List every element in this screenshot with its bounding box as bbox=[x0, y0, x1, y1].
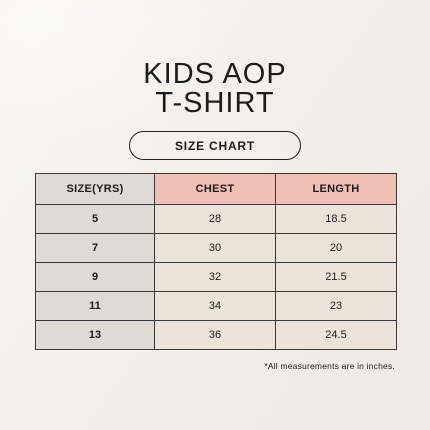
header-size: SIZE(YRS) bbox=[35, 173, 155, 205]
length-cell: 23 bbox=[275, 291, 397, 321]
chest-cell: 34 bbox=[154, 291, 276, 321]
size-chart-badge: SIZE CHART bbox=[129, 131, 301, 160]
size-cell: 9 bbox=[35, 262, 155, 292]
title-line-2: T-SHIRT bbox=[155, 87, 275, 119]
chest-cell: 30 bbox=[154, 233, 276, 263]
size-cell: 13 bbox=[35, 320, 155, 350]
table-row: 5 28 18.5 bbox=[35, 204, 397, 234]
size-cell: 5 bbox=[35, 204, 155, 234]
size-cell: 7 bbox=[35, 233, 155, 263]
table-row: 9 32 21.5 bbox=[35, 262, 397, 292]
size-table: SIZE(YRS) CHEST LENGTH 5 28 18.5 7 30 20… bbox=[35, 173, 397, 350]
chest-cell: 28 bbox=[154, 204, 276, 234]
length-cell: 21.5 bbox=[275, 262, 397, 292]
table-row: 11 34 23 bbox=[35, 291, 397, 321]
chest-cell: 32 bbox=[154, 262, 276, 292]
title-line-1: KIDS AOP bbox=[143, 58, 287, 90]
length-cell: 18.5 bbox=[275, 204, 397, 234]
measurement-note: *All measurements are in inches. bbox=[264, 361, 395, 371]
table-row: 13 36 24.5 bbox=[35, 320, 397, 350]
size-cell: 11 bbox=[35, 291, 155, 321]
length-cell: 24.5 bbox=[275, 320, 397, 350]
header-length: LENGTH bbox=[275, 173, 397, 205]
length-cell: 20 bbox=[275, 233, 397, 263]
table-row: 7 30 20 bbox=[35, 233, 397, 263]
page-title: KIDS AOP T-SHIRT bbox=[0, 60, 430, 118]
chest-cell: 36 bbox=[154, 320, 276, 350]
header-chest: CHEST bbox=[154, 173, 276, 205]
table-header-row: SIZE(YRS) CHEST LENGTH bbox=[35, 173, 397, 205]
